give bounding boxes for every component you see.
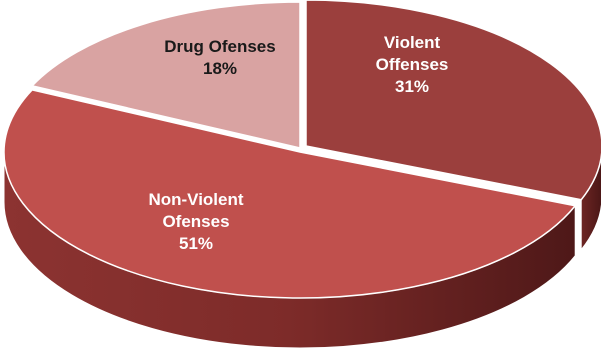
pie-slices bbox=[3, 0, 601, 299]
pie-slice-label-1: Non-Violent Ofenses 51% bbox=[148, 190, 243, 253]
pie-labels: Violent Offenses 31% Non-Violent Ofenses 51% D… bbox=[148, 33, 448, 253]
pie-slice-1 bbox=[3, 89, 577, 299]
pie-slice-2 bbox=[30, 1, 301, 149]
pie-slice-label-2: Drug Ofenses 18% bbox=[164, 37, 275, 78]
pie-slice-0 bbox=[305, 0, 601, 201]
pie-slice-label-0: Violent Offenses 31% bbox=[376, 33, 449, 96]
